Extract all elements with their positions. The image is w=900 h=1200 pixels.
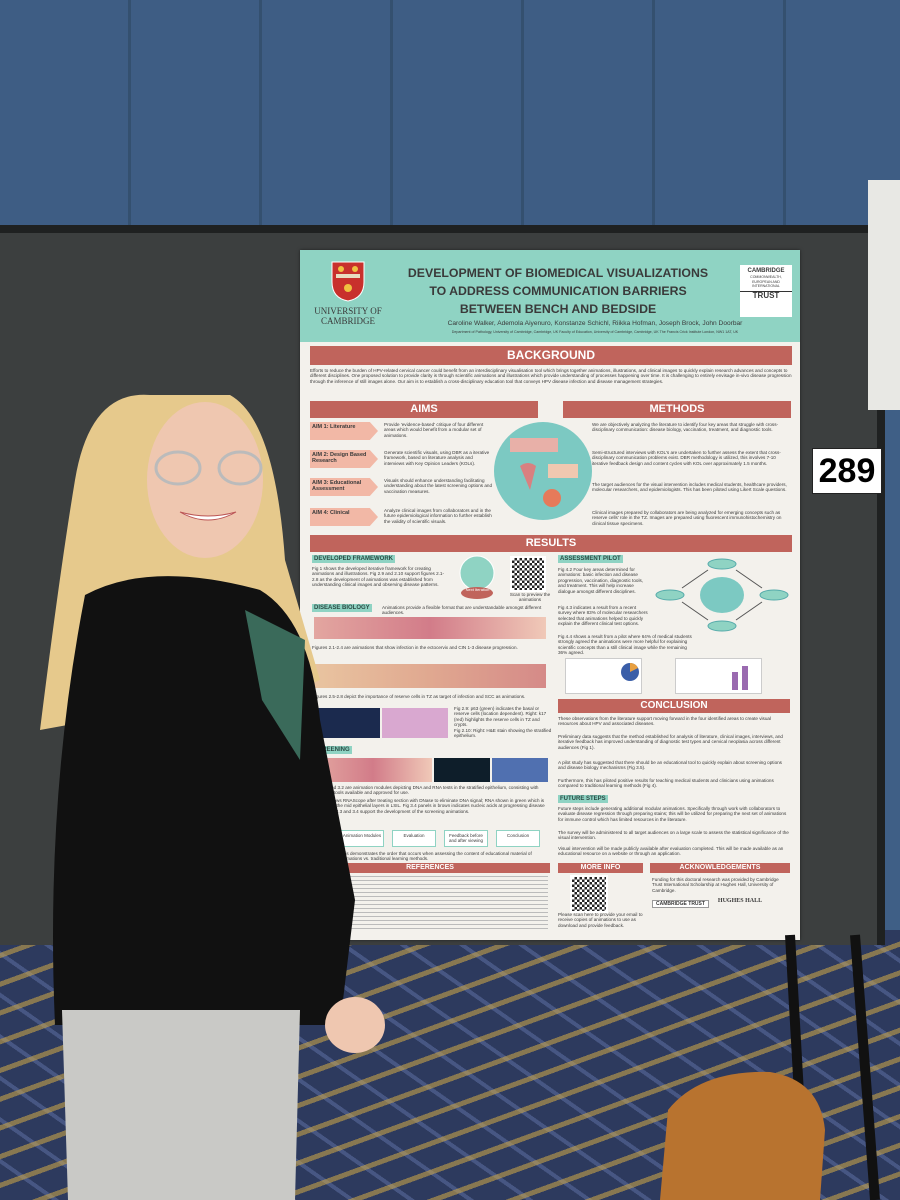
sign — [868, 180, 900, 410]
flow-step: Conclusion — [496, 830, 540, 847]
methods-text: Semi-structured interviews with KOL's ar… — [592, 450, 781, 466]
poster-title: TO ADDRESS COMMUNICATION BARRIERS — [429, 284, 687, 298]
future-text: Visual intervention will be made publicl… — [558, 846, 784, 857]
section-heading: AIMS — [310, 401, 538, 418]
qr-code — [570, 875, 608, 913]
jacket — [53, 576, 355, 1025]
methods-text: The target audiences for the visual inte… — [592, 482, 787, 493]
aim-label: AIM 1: Literature — [310, 422, 378, 440]
aim-text: Analyze clinical images from collaborato… — [384, 508, 492, 524]
aim-text: Visuals should enhance understanding fac… — [384, 478, 493, 494]
conclusion-text: Preliminary data suggests that the metho… — [558, 734, 783, 750]
glasses — [154, 450, 263, 486]
future-text: The survey will be administered to all t… — [558, 830, 789, 841]
acknowledgements-text: Funding for this doctoral research was p… — [652, 877, 779, 893]
cycle-label: Next Iteration — [465, 587, 490, 592]
poster: UNIVERSITY OF CAMBRIDGE DEVELOPMENT OF B… — [300, 250, 800, 940]
poster-title: BETWEEN BENCH AND BEDSIDE — [459, 302, 657, 316]
aim-text: Generate scientific visuals, using DBR a… — [384, 450, 490, 466]
assessment-text: Fig 4.4 shows a result from a pilot wher… — [558, 634, 692, 656]
aim-text: Provide 'evidence-based' critique of fou… — [384, 422, 484, 438]
bag — [660, 1071, 825, 1200]
logo: HUGHES HALL — [717, 898, 763, 904]
university: UNIVERSITY OF — [314, 306, 382, 316]
qr-code — [510, 556, 546, 592]
poster-header — [300, 250, 800, 342]
biology-text: Figures 2.5-2.8 depict the importance of… — [312, 694, 526, 699]
authors: Caroline Walker, Ademola Aiyenuro, Konst… — [447, 320, 743, 327]
conclusion-text: Furthermore, this has piloted positive r… — [558, 778, 774, 789]
section-heading: MORE INFO — [558, 863, 643, 873]
section-heading: CONCLUSION — [558, 699, 790, 713]
methods-text: We are objectively analyzing the literat… — [592, 422, 779, 433]
figure — [314, 617, 546, 639]
screening-text: Fig. 3.3 shows RNAScope after treating s… — [312, 798, 545, 814]
trust-logo: CAMBRIDGE — [747, 268, 785, 274]
flow-step: Evaluation — [392, 830, 436, 847]
aim-label: AIM 4: Clinical — [310, 508, 378, 526]
logo: CAMBRIDGE TRUST — [652, 900, 709, 908]
future-text: Future steps include generating addition… — [558, 806, 787, 822]
figure — [382, 708, 448, 738]
section-heading: ACKNOWLEDGEMENTS — [650, 863, 790, 873]
methods-text: Clinical images prepared by collaborator… — [592, 510, 782, 526]
section-heading: BACKGROUND — [310, 346, 792, 365]
wall — [0, 0, 900, 240]
biology-text: Figures 2.1-2.4 are animations that show… — [312, 645, 518, 650]
framework-text: Fig 1 shows the developed iterative fram… — [312, 566, 445, 588]
trust-logo: COMMONWEALTH, EUROPEAN AND INTERNATIONAL — [750, 275, 782, 288]
assessment-text: Fig 4.3 indicates a result from a recent… — [558, 605, 648, 627]
shirt — [245, 610, 305, 760]
subheading: DEVELOPED FRAMEWORK — [312, 555, 396, 563]
screening-text: Fig. 3.1 and 3.2 are animation modules d… — [312, 785, 539, 796]
university: CAMBRIDGE — [320, 316, 375, 326]
background-text: Efforts to reduce the burden of HPV-rela… — [310, 368, 792, 384]
figure — [314, 708, 380, 738]
face — [147, 402, 263, 558]
biology-text: Fig 2.9: p63 (green) indicates the basal… — [454, 706, 547, 728]
subheading: DISEASE BIOLOGY — [312, 604, 372, 612]
figure — [492, 758, 548, 782]
aim-label: AIM 3: Educational Assessment — [310, 478, 378, 496]
aim-label: AIM 2: Design Based Research — [310, 450, 378, 468]
trust-logo: TRUST — [740, 290, 792, 299]
pie-figure — [621, 663, 639, 681]
biology-text: Fig 2.10: Right: H&E stain showing the s… — [454, 728, 552, 739]
biology-text: Animations provide a flexible format tha… — [382, 605, 542, 616]
subheading: ASSESSMENT PILOT — [558, 555, 623, 563]
subheading: SCREENING — [312, 746, 352, 754]
poster-title: DEVELOPMENT OF BIOMEDICAL VISUALIZATIONS — [407, 266, 709, 280]
figure — [434, 758, 490, 782]
pants — [62, 1010, 300, 1200]
figure — [314, 664, 546, 688]
affiliations: Department of Pathology, University of C… — [451, 330, 739, 334]
more-info-text: Please scan here to provide your email t… — [558, 912, 643, 928]
assessment-text: Fig 4.2 Four key areas determined for an… — [558, 567, 644, 594]
flow-step: Feedback before and after viewing — [444, 830, 488, 847]
section-heading: RESULTS — [310, 535, 792, 552]
conclusion-text: These observations from the literature s… — [558, 716, 771, 727]
flow-text: This demonstrates the order that occurs … — [340, 851, 532, 862]
smile — [179, 511, 237, 521]
subheading: FUTURE STEPS — [558, 795, 608, 803]
assessment-diagram — [655, 558, 789, 632]
scan-text: Scan to preview the animations — [509, 592, 551, 603]
framework-cycle — [459, 555, 495, 599]
board-number: 289 — [812, 448, 882, 494]
figure — [732, 672, 738, 690]
crest — [331, 261, 365, 302]
figure — [314, 758, 432, 782]
figure — [742, 666, 748, 690]
section-heading: METHODS — [563, 401, 791, 418]
hand — [325, 997, 385, 1053]
conclusion-text: A pilot study has suggested that there s… — [558, 760, 782, 771]
illustration — [494, 422, 592, 520]
section-heading: REFERENCES — [310, 863, 550, 873]
